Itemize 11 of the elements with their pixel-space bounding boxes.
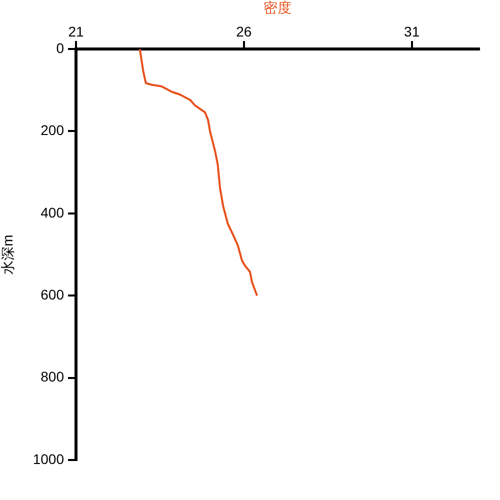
- y-axis-title: 水深m: [0, 234, 16, 274]
- x-tick-label: 21: [68, 23, 84, 40]
- x-axis-title: 密度: [264, 0, 292, 16]
- x-tick-label: 26: [236, 23, 252, 40]
- y-tick-label: 600: [40, 286, 64, 302]
- y-tick-label: 0: [56, 40, 64, 56]
- y-tick-label: 800: [40, 368, 64, 385]
- y-tick-label: 200: [40, 122, 64, 138]
- y-tick-label: 400: [40, 204, 64, 220]
- x-tick-label: 31: [404, 23, 420, 40]
- y-tick-label: 1000: [32, 450, 64, 467]
